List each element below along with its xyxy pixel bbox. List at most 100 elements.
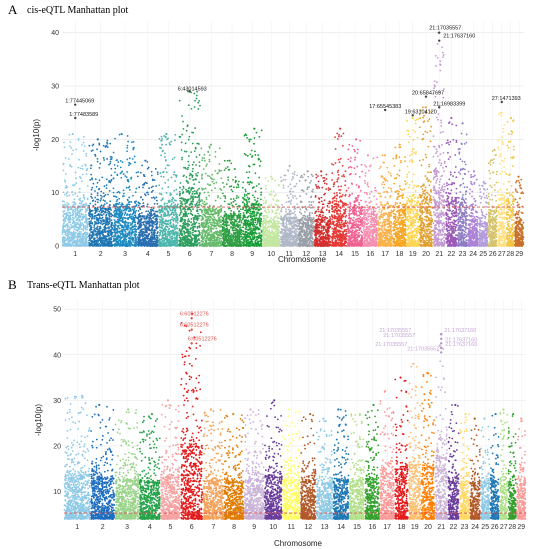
- snp-point: [176, 216, 178, 218]
- snp-point: [134, 214, 136, 216]
- snp-point: [65, 224, 67, 226]
- snp-point: [195, 147, 197, 149]
- snp-point: [171, 237, 173, 239]
- snp-point: [74, 184, 76, 186]
- snp-point: [62, 210, 64, 212]
- snp-point: [108, 210, 110, 212]
- snp-point: [81, 180, 83, 182]
- snp-point: [84, 225, 86, 227]
- snp-point: [100, 233, 102, 235]
- snp-point: [99, 179, 101, 181]
- snp-point: [113, 235, 115, 237]
- snp-point: [179, 187, 181, 189]
- snp-point: [170, 219, 172, 221]
- snp-point: [114, 214, 116, 216]
- snp-point: [156, 223, 158, 225]
- snp-point: [128, 164, 130, 166]
- snp-point: [127, 235, 129, 237]
- snp-point: [201, 177, 203, 179]
- snp-point: [163, 213, 165, 215]
- snp-point: [116, 211, 118, 213]
- snp-point: [141, 222, 143, 224]
- snp-point: [194, 196, 196, 198]
- snp-point: [176, 243, 178, 245]
- snp-point: [183, 128, 185, 130]
- snp-point: [96, 217, 98, 219]
- snp-point: [202, 202, 204, 204]
- snp-point: [166, 242, 168, 244]
- snp-point: [201, 236, 203, 238]
- snp-point: [126, 150, 128, 152]
- snp-point: [217, 172, 219, 174]
- snp-point: [220, 177, 222, 179]
- snp-point: [209, 159, 211, 161]
- snp-point: [207, 183, 209, 185]
- snp-point: [115, 203, 117, 205]
- snp-point: [165, 159, 167, 161]
- snp-point: [144, 228, 146, 230]
- snp-point: [85, 211, 87, 213]
- snp-point: [96, 208, 98, 210]
- snp-point: [116, 221, 118, 223]
- snp-point: [151, 171, 153, 173]
- snp-point: [83, 227, 85, 229]
- snp-point: [75, 210, 77, 212]
- snp-point: [106, 178, 108, 180]
- snp-point: [67, 228, 69, 230]
- snp-point: [194, 215, 196, 217]
- snp-point: [142, 238, 144, 240]
- snp-point: [146, 182, 148, 184]
- snp-point: [200, 209, 202, 211]
- snp-point: [179, 191, 181, 193]
- snp-point: [173, 202, 175, 204]
- snp-point: [152, 179, 154, 181]
- snp-point: [90, 216, 92, 218]
- snp-point: [153, 196, 155, 198]
- snp-point: [66, 244, 68, 246]
- snp-point: [85, 204, 87, 206]
- snp-point: [62, 231, 64, 233]
- snp-point: [65, 173, 67, 175]
- snp-point: [205, 213, 207, 215]
- snp-point: [108, 215, 110, 217]
- snp-point: [163, 171, 165, 173]
- snp-point: [81, 144, 83, 146]
- snp-point: [125, 227, 127, 229]
- snp-point: [176, 234, 178, 236]
- snp-point: [97, 194, 99, 196]
- snp-point: [206, 199, 208, 201]
- snp-point: [211, 224, 213, 226]
- snp-point: [105, 235, 107, 237]
- snp-point: [151, 241, 153, 243]
- snp-point: [198, 161, 200, 163]
- snp-point: [175, 208, 177, 210]
- snp-point: [83, 238, 85, 240]
- snp-point: [71, 214, 73, 216]
- snp-point: [209, 241, 211, 243]
- snp-point: [183, 225, 185, 227]
- snp-point: [145, 211, 147, 213]
- snp-point: [133, 239, 135, 241]
- snp-point: [134, 245, 136, 247]
- snp-point: [69, 233, 71, 235]
- snp-point: [152, 221, 154, 223]
- snp-point: [168, 211, 170, 213]
- snp-point: [111, 224, 113, 226]
- snp-point: [209, 161, 211, 163]
- snp-point: [81, 213, 83, 215]
- snp-point: [70, 206, 72, 208]
- snp-point: [189, 178, 191, 180]
- snp-point: [65, 187, 67, 189]
- snp-point: [165, 136, 167, 138]
- snp-point: [191, 131, 193, 133]
- snp-point: [191, 193, 193, 195]
- snp-point: [191, 218, 193, 220]
- snp-point: [209, 214, 211, 216]
- snp-point: [76, 212, 78, 214]
- snp-point: [178, 235, 180, 237]
- snp-point: [77, 167, 79, 169]
- snp-point: [196, 196, 198, 198]
- snp-point: [197, 226, 199, 228]
- snp-point: [130, 232, 132, 234]
- snp-point: [97, 192, 99, 194]
